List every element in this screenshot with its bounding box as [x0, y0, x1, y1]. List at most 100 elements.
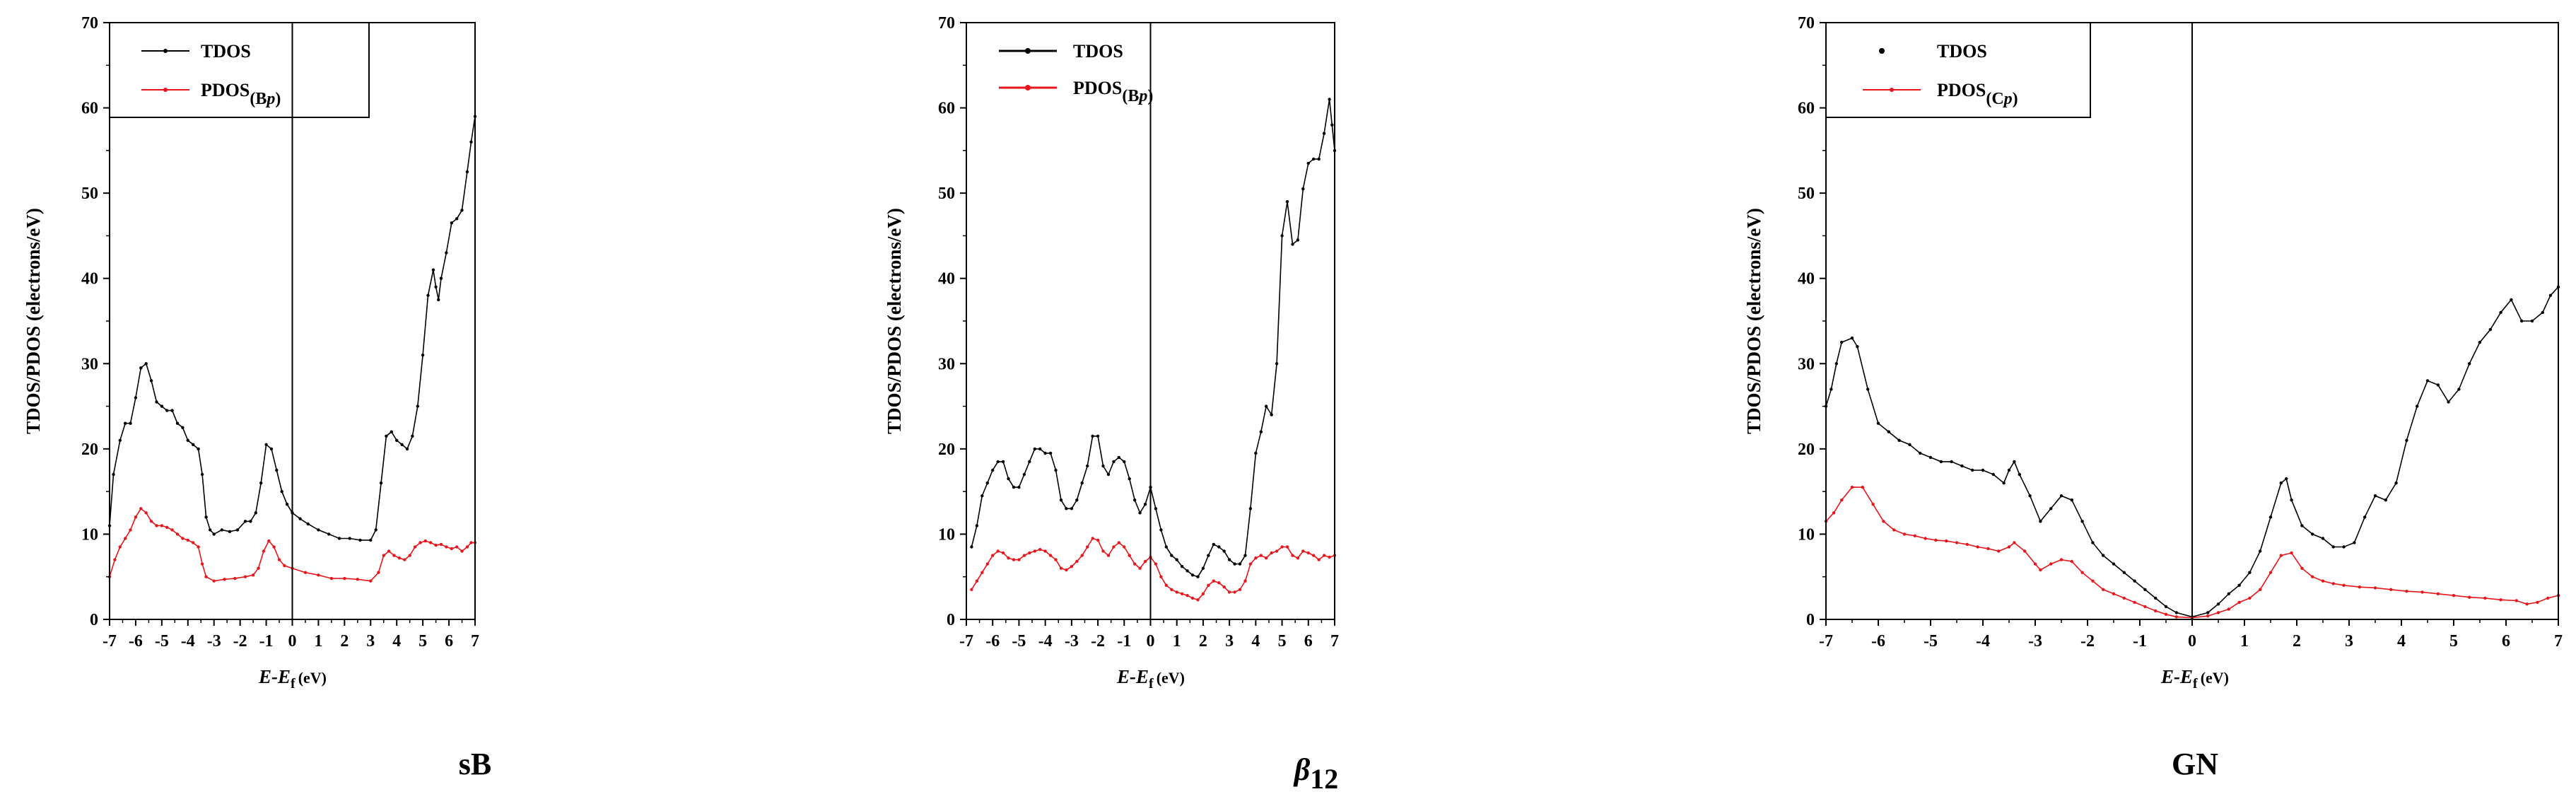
legend-box	[1825, 22, 2091, 118]
series-pdos-point	[465, 545, 469, 549]
series-tdos-point	[2321, 537, 2325, 540]
series-pdos-point	[1902, 532, 1907, 536]
series-tdos-point	[358, 538, 362, 542]
series-tdos-point	[2268, 515, 2273, 519]
series-pdos-point	[343, 576, 346, 581]
series-tdos-point	[2300, 524, 2304, 527]
legend-label-pdos: PDOS(Cp)	[1937, 80, 2018, 108]
series-tdos-point	[469, 140, 473, 144]
series-pdos-point	[134, 515, 138, 519]
series-group	[1824, 23, 2560, 619]
series-pdos-point	[1248, 562, 1253, 566]
series-pdos-point	[1254, 556, 1258, 560]
series-pdos-point	[1913, 534, 1916, 537]
y-tick-label: 0	[90, 611, 98, 629]
series-pdos-point	[186, 538, 189, 542]
series-tdos-point	[1280, 234, 1284, 238]
y-tick-label: 10	[938, 525, 955, 544]
series-tdos-point	[243, 520, 247, 523]
series-tdos-point	[2143, 588, 2147, 591]
series-tdos-point	[985, 481, 990, 485]
series-pdos-point	[429, 541, 433, 544]
series-pdos-point	[1048, 554, 1053, 557]
series-pdos-point	[1312, 554, 1316, 557]
series-pdos-point	[2174, 615, 2178, 619]
series-tdos-point	[2384, 498, 2387, 502]
series-pdos-point	[469, 541, 473, 544]
series-pdos-point	[1128, 554, 1131, 557]
series-tdos-point	[2342, 545, 2346, 549]
series-tdos-point	[1227, 558, 1231, 561]
legend: TDOS PDOS(Bp)	[999, 41, 1153, 105]
legend-marker-tdos	[163, 49, 168, 53]
series-tdos-point	[1123, 460, 1126, 464]
y-tick-label: 30	[938, 355, 955, 373]
series-pdos-point	[1934, 538, 1938, 542]
y-tick-label: 50	[938, 185, 955, 203]
x-axis-title: E-Ef (eV)	[2160, 666, 2229, 692]
series-pdos-point	[1117, 541, 1121, 544]
series-pdos-point	[317, 573, 320, 577]
legend-label-tdos: TDOS	[1937, 41, 1987, 62]
series-pdos-point	[1091, 537, 1094, 540]
y-tick-label: 10	[81, 525, 98, 544]
series-pdos-point	[192, 541, 195, 544]
series-pdos-point	[2039, 568, 2042, 572]
series-pdos-point	[2206, 614, 2210, 618]
series-tdos-point	[2436, 383, 2440, 387]
series-pdos-point	[1033, 549, 1037, 553]
series-tdos-point	[991, 468, 995, 472]
series-pdos-point	[1265, 556, 1268, 560]
legend-entry-pdos: PDOS(Cp)	[1863, 80, 2018, 108]
series-pdos-point	[445, 545, 448, 549]
series-pdos-line	[109, 508, 475, 582]
series-pdos-point	[124, 537, 127, 540]
series-tdos-point	[2488, 327, 2492, 332]
series-tdos-point	[2548, 293, 2553, 297]
legend-label-tdos: TDOS	[201, 41, 251, 62]
x-tick-label: 7	[471, 632, 479, 651]
series-tdos-point	[1048, 451, 1053, 455]
series-tdos-point	[1028, 460, 1031, 464]
y-tick-label: 50	[1798, 185, 1815, 203]
series-tdos-point	[1259, 430, 1263, 433]
y-tick-label: 20	[938, 441, 955, 459]
panel-title: sB	[459, 747, 491, 781]
series-tdos-point	[2394, 481, 2398, 485]
series-tdos-point	[2059, 494, 2063, 498]
series-tdos-point	[2499, 310, 2502, 315]
series-pdos-point	[382, 554, 385, 557]
x-axis-title-sub: f	[291, 676, 295, 692]
series-pdos-point	[1070, 565, 1074, 568]
series-pdos-point	[155, 524, 158, 527]
series-tdos-point	[2279, 481, 2283, 485]
series-pdos-point	[460, 549, 464, 553]
series-tdos-point	[129, 421, 132, 425]
series-pdos-point	[1096, 538, 1100, 542]
series-tdos-point	[1181, 565, 1184, 568]
series-pdos-point	[2452, 594, 2456, 597]
series-tdos-point	[450, 221, 453, 225]
series-pdos-point	[975, 579, 979, 583]
series-tdos-point	[275, 468, 279, 472]
y-tick-label: 30	[1798, 355, 1815, 373]
series-pdos-point	[2259, 588, 2262, 591]
x-tick-label: -6	[129, 632, 143, 651]
series-tdos-point	[1950, 460, 1953, 464]
series-pdos-point	[139, 507, 143, 511]
series-tdos-point	[421, 354, 425, 357]
series-pdos-point	[329, 576, 334, 581]
series-pdos-point	[356, 578, 359, 581]
series-tdos-point	[1866, 387, 1870, 391]
series-tdos-point	[439, 276, 443, 280]
panel-title-sub: 12	[1310, 763, 1338, 795]
series-pdos-point	[2536, 600, 2539, 605]
series-tdos-point	[1117, 455, 1121, 460]
series-pdos-point	[1259, 554, 1263, 557]
series-tdos-point	[2049, 507, 2053, 511]
x-tick-label: -5	[1012, 632, 1026, 651]
series-pdos-point	[118, 545, 122, 549]
series-tdos-point	[220, 528, 223, 532]
series-tdos-point	[2164, 605, 2168, 609]
series-tdos-point	[337, 537, 341, 540]
